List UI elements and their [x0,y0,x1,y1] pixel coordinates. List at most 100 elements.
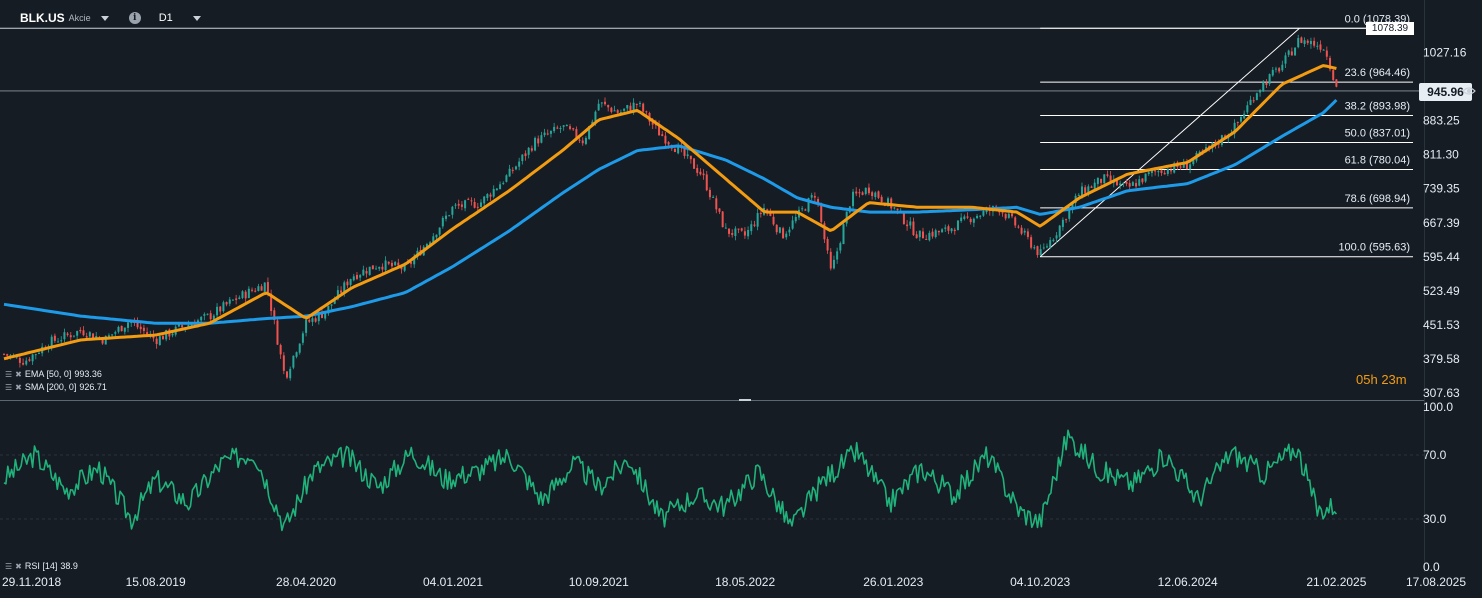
candle-body [966,216,969,218]
candle-body [1239,117,1242,122]
candle-body [499,184,502,190]
close-icon[interactable]: ✖ [15,561,22,571]
eye-icon[interactable] [1462,84,1476,98]
candle-body [944,227,947,229]
info-icon[interactable]: i [128,12,141,24]
symbol-label[interactable]: BLK.US [20,11,65,25]
candle-body [171,333,174,336]
candle-body [572,128,575,130]
time-tick-label: 29.11.2018 [2,575,61,589]
settings-icon[interactable]: ☰ [5,369,13,379]
candle-body [613,110,616,112]
candle-body [85,336,88,338]
candle-body [228,299,231,304]
candle-body [540,135,543,143]
time-tick-label: 21.02.2025 [1306,575,1366,589]
candle-body [906,224,909,227]
candle-body [813,196,816,198]
candle-body [1252,100,1255,102]
candle-body [107,335,110,338]
candle-body [921,231,924,239]
candle-body [702,173,705,176]
candle-body [333,300,336,304]
candle-body [1141,178,1144,183]
candle-body [629,105,632,111]
candle-body [1157,171,1160,173]
candle-body [810,195,813,198]
candle-body [1262,82,1265,92]
price-axis[interactable]: 1027.16 883.25 811.30 739.35 667.39 595.44 523… [1423,46,1467,575]
candle-body [203,314,206,316]
candle-body [842,224,845,245]
candle-body [801,208,804,210]
candle-body [438,227,441,235]
candle-body [117,326,120,332]
candle-body [320,312,323,318]
timeframe-dropdown-icon[interactable] [192,15,201,21]
time-axis[interactable]: 29.11.2018 15.08.2019 28.04.2020 04.01.2021… [2,575,1466,589]
candle-body [1014,217,1017,226]
candle-body [1007,213,1010,218]
candle-body [699,171,702,175]
time-tick-label: 04.01.2021 [423,575,483,589]
candle-body [972,218,975,223]
candle-body [683,147,686,156]
candle-body [861,192,864,195]
candle-body [92,333,95,339]
candle-body [1278,68,1281,72]
ema-label: EMA [50, 0] [24,369,72,379]
close-icon[interactable]: ✖ [15,369,22,379]
candle-body [950,228,953,232]
candle-body [1077,194,1080,197]
fib-level-label: 78.6 (698.94) [1345,193,1410,205]
rsi-value: 38.9 [60,561,78,571]
candle-body [295,352,298,357]
fibonacci-retracement[interactable]: 0.0 (1078.39)23.6 (964.46)38.2 (893.98)5… [1039,13,1413,258]
candle-body [1290,51,1293,56]
candle-body [1294,47,1297,56]
candle-body [483,196,486,204]
settings-icon[interactable]: ☰ [5,561,13,571]
candle-body [887,198,890,206]
symbol-dropdown-icon[interactable] [100,15,109,21]
candle-body [270,293,273,312]
price-tick-label: 739.35 [1423,182,1460,196]
candle-body [95,336,98,338]
candle-body [1055,235,1058,239]
candle-body [384,260,387,271]
candle-body [635,103,638,105]
candle-body [314,318,317,322]
settings-icon[interactable]: ☰ [5,382,13,392]
candle-body [565,124,568,127]
candle-body [1122,182,1125,184]
candle-body [731,233,734,235]
candle-body [378,266,381,269]
sma-value: 926.71 [79,382,107,392]
time-tick-label: 15.08.2019 [126,575,186,589]
fib-level-label: 61.8 (780.04) [1345,154,1410,166]
instrument-type: Akcie [68,13,91,23]
candle-body [600,102,603,104]
candle-body [1233,122,1236,134]
candle-body [266,282,269,293]
candle-body [969,218,972,223]
candle-body [858,192,861,194]
close-icon[interactable]: ✖ [15,382,22,392]
ema-50-line [3,64,1337,361]
candle-body [308,319,311,322]
candle-body [25,360,28,365]
candle-body [661,134,664,136]
candle-body [1274,68,1277,70]
candle-body [34,354,37,356]
candle-body [187,324,190,328]
candle-body [479,202,482,207]
candle-body [1119,183,1122,186]
timeframe-label[interactable]: D1 [158,12,173,24]
candle-body [829,251,832,269]
candle-body [616,110,619,113]
candle-body [165,329,168,340]
candle-body [155,338,158,345]
panel-resize-handle[interactable] [739,399,751,401]
time-tick-label: 18.05.2022 [715,575,775,589]
